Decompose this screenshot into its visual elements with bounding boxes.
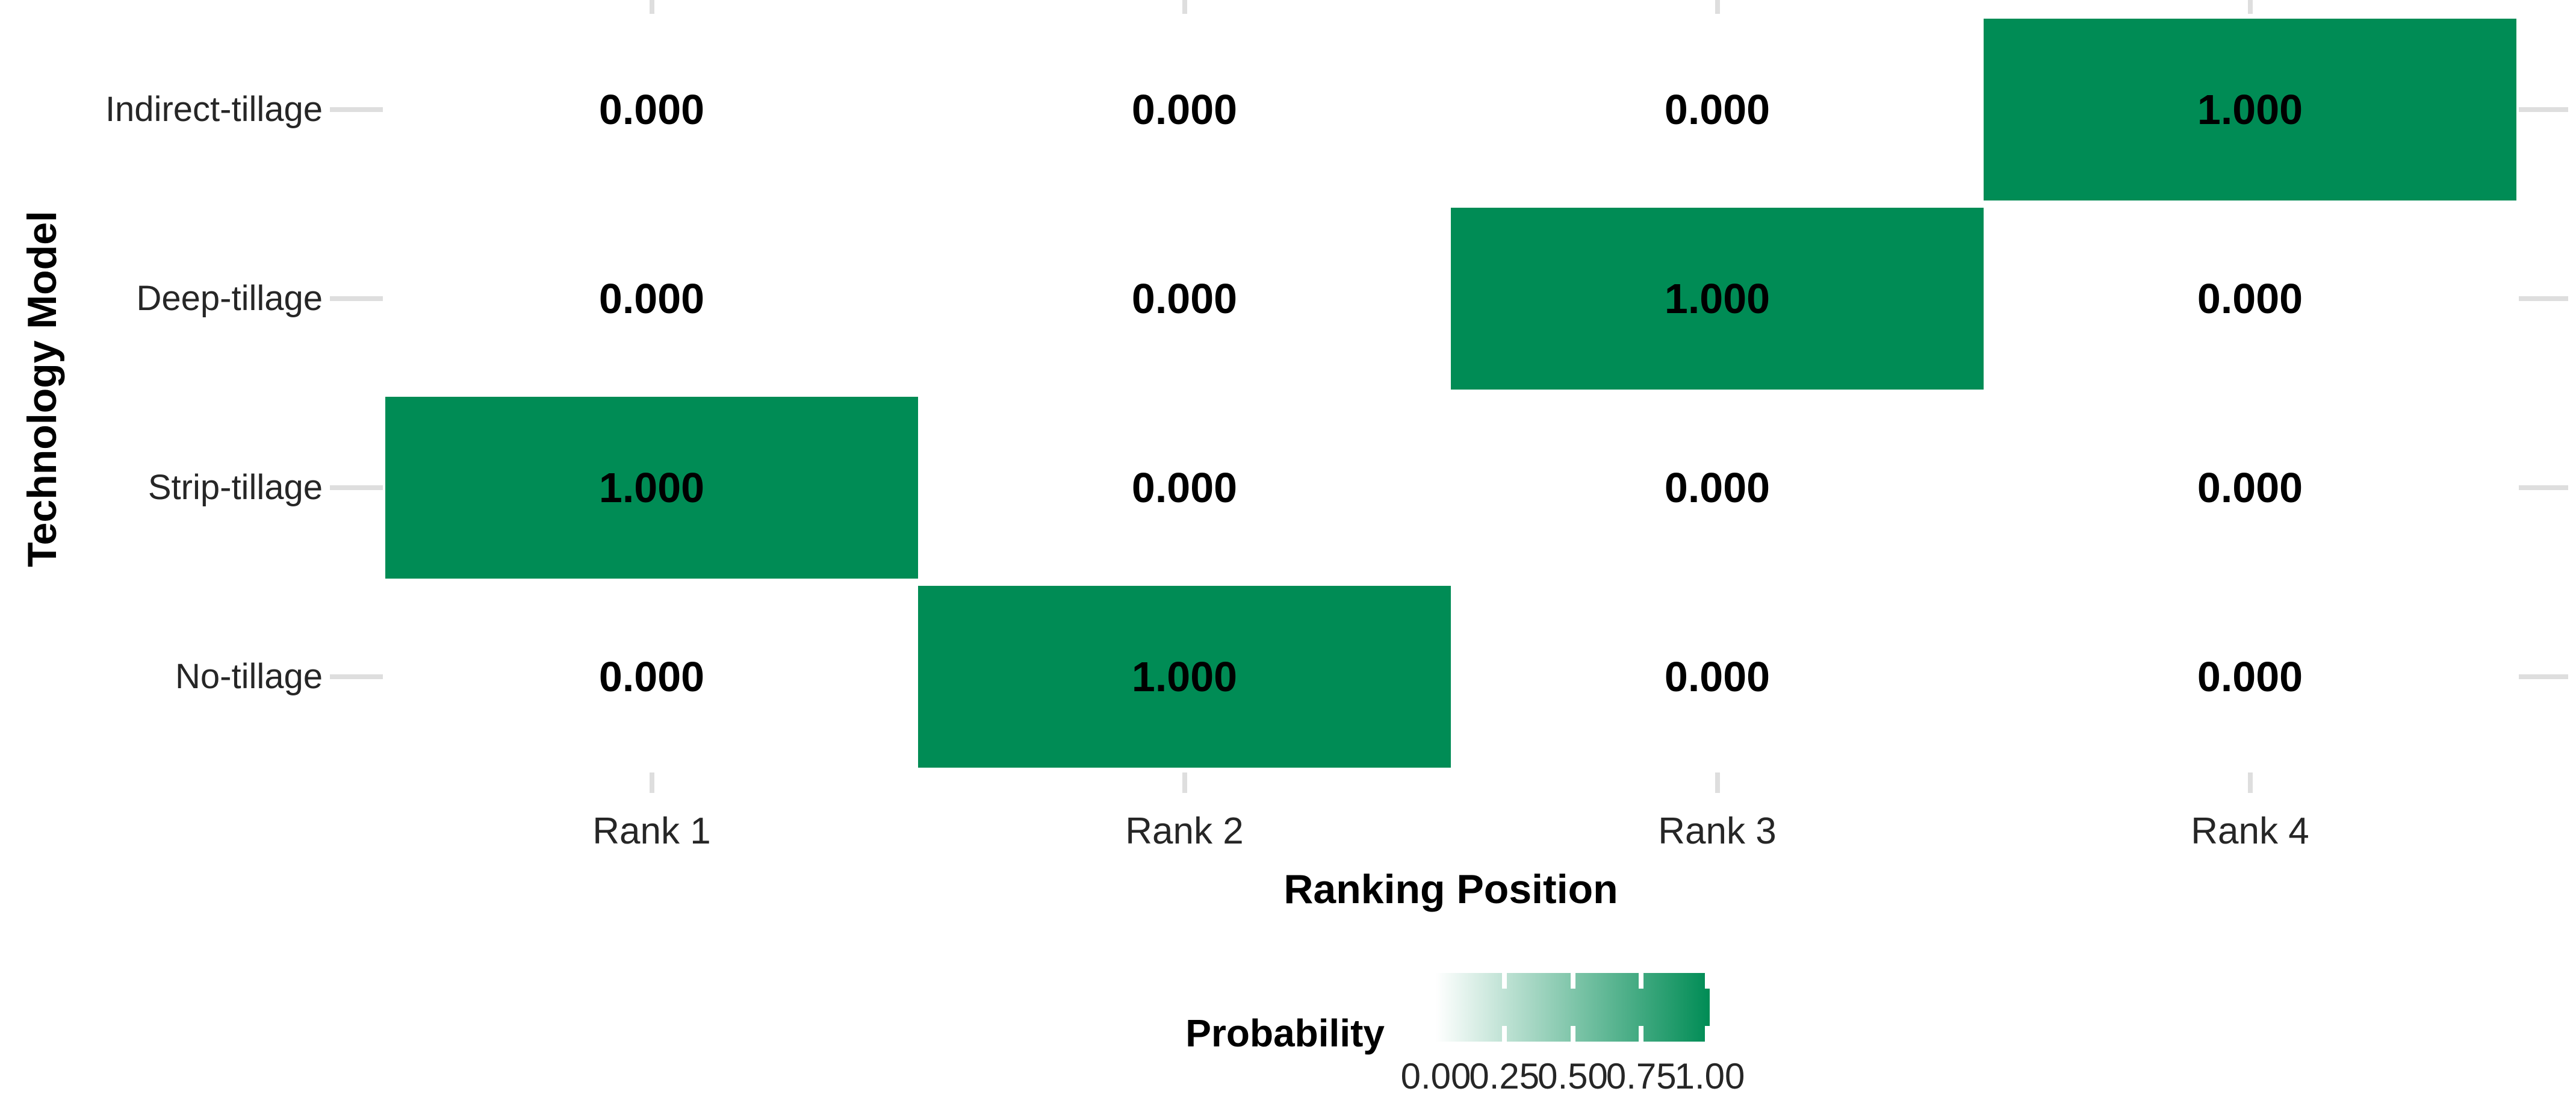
y-axis-label: No-tillage <box>175 657 323 696</box>
x-axis-tick-top <box>649 0 654 14</box>
legend-bar-tick <box>1501 1026 1507 1042</box>
legend-tick-label: 0.25 <box>1469 1056 1540 1096</box>
legend-bar-tick <box>1501 973 1507 989</box>
cell-value: 1.000 <box>1131 653 1238 700</box>
cell-value: 1.000 <box>2197 86 2303 133</box>
y-axis-tick-left <box>330 107 383 112</box>
cell-value: 0.000 <box>1664 653 1771 700</box>
legend-bar-tick <box>1639 1026 1644 1042</box>
cell-value: 0.000 <box>2197 275 2303 322</box>
x-axis-label: Rank 1 <box>592 810 711 852</box>
y-axis-tick-right <box>2519 107 2568 112</box>
cell-value: 0.000 <box>2197 464 2303 511</box>
legend-bar-tick <box>1705 1026 1710 1042</box>
x-axis-title: Ranking Position <box>1283 866 1618 912</box>
x-axis-label: Rank 3 <box>1658 810 1777 852</box>
y-axis-title: Technology Model <box>19 211 65 567</box>
y-axis-tick-left <box>330 485 383 490</box>
legend-bar-tick <box>1570 1026 1575 1042</box>
x-axis-tick-bottom <box>1182 772 1187 793</box>
cell-value: 0.000 <box>1131 275 1238 322</box>
cell-value: 0.000 <box>1131 464 1238 511</box>
x-axis-tick-bottom <box>2247 772 2253 793</box>
x-axis-label: Rank 4 <box>2191 810 2309 852</box>
cell-value: 0.000 <box>2197 653 2303 700</box>
y-axis-tick-right <box>2519 485 2568 490</box>
cell-value: 1.000 <box>598 464 705 511</box>
y-axis-tick-right <box>2519 296 2568 301</box>
legend-bar-tick <box>1570 973 1575 989</box>
x-axis-tick-bottom <box>1715 772 1720 793</box>
legend-title: Probability <box>1185 1012 1385 1055</box>
cell-value: 0.000 <box>1664 86 1771 133</box>
y-axis-label: Indirect-tillage <box>105 90 323 129</box>
legend-bar-tick <box>1705 973 1710 989</box>
y-axis-label: Deep-tillage <box>136 279 323 318</box>
heatmap-tile <box>918 586 1451 768</box>
heatmap-tile <box>1984 19 2516 200</box>
y-axis-tick-right <box>2519 674 2568 679</box>
heatmap-tile <box>1451 208 1984 390</box>
y-axis-label: Strip-tillage <box>147 468 323 507</box>
x-axis-tick-top <box>1182 0 1187 14</box>
x-axis-tick-bottom <box>649 772 654 793</box>
cell-value: 1.000 <box>1664 275 1771 322</box>
cell-value: 0.000 <box>598 275 705 322</box>
legend-tick-label: 0.75 <box>1606 1056 1677 1096</box>
legend-bar-tick <box>1639 973 1644 989</box>
y-axis-tick-left <box>330 674 383 679</box>
heatmap-tile <box>385 397 918 579</box>
cell-value: 0.000 <box>1664 464 1771 511</box>
cell-value: 0.000 <box>598 653 705 700</box>
y-axis-tick-left <box>330 296 383 301</box>
cell-value: 0.000 <box>1131 86 1238 133</box>
legend-tick-label: 0.00 <box>1400 1056 1471 1096</box>
legend-tick-label: 0.50 <box>1538 1056 1608 1096</box>
cell-value: 0.000 <box>598 86 705 133</box>
x-axis-tick-top <box>2247 0 2253 14</box>
x-axis-label: Rank 2 <box>1125 810 1244 852</box>
legend-tick-label: 1.00 <box>1674 1056 1745 1096</box>
x-axis-tick-top <box>1715 0 1720 14</box>
